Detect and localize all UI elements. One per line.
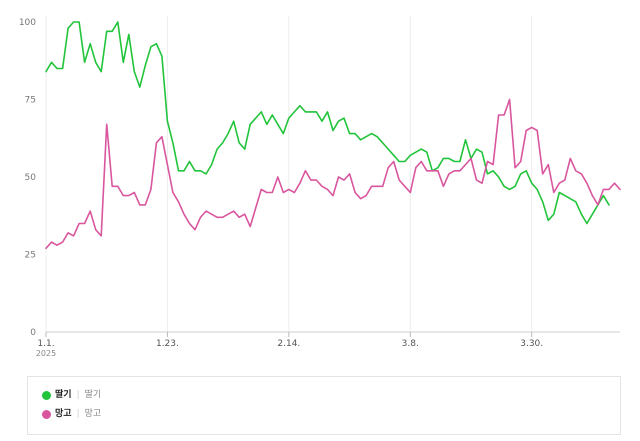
legend-item-series-1[interactable]: 딸기 | 딸기 [42, 389, 101, 401]
series-line-1[interactable] [45, 21, 610, 225]
chart-axes: 0 25 50 75 100 1.1. 1.23. 2.14. 3.8. 3.30. 2025 [19, 18, 620, 358]
line-chart: 0 25 50 75 100 1.1. 1.23. 2.14. 3.8. 3.30. 2025 [19, 16, 621, 358]
x-tick-label-5: 3.30. [520, 339, 543, 349]
y-tick-label-0: 0 [30, 328, 36, 338]
legend-item-series-2[interactable]: 망고 | 망고 [42, 408, 101, 420]
x-tick-label-4: 3.8. [402, 339, 419, 349]
legend-keyword-2: 망고 [84, 409, 102, 419]
y-tick-label-25: 25 [25, 251, 36, 261]
chart-series[interactable] [45, 21, 621, 250]
legend-label-2: 망고 [55, 409, 72, 419]
y-tick-label-100: 100 [19, 18, 36, 28]
legend-label-1: 딸기 [55, 390, 72, 400]
x-tick-label-3: 2.14. [277, 339, 300, 349]
legend-separator-2: | [76, 409, 80, 419]
series-line-2[interactable] [45, 98, 621, 250]
x-tick-label-1: 1.1. [37, 339, 54, 349]
x-year-label: 2025 [36, 349, 56, 358]
x-tick-label-2: 1.23. [156, 339, 179, 349]
legend-marker-2 [42, 409, 51, 419]
legend-marker-1 [42, 390, 51, 400]
chart-legend: 딸기 | 딸기 망고 | 망고 [27, 376, 621, 435]
chart-grid [45, 16, 533, 332]
legend-separator-1: | [76, 390, 80, 400]
y-tick-label-75: 75 [25, 96, 36, 106]
legend-keyword-1: 딸기 [84, 390, 102, 400]
y-tick-label-50: 50 [25, 173, 37, 183]
